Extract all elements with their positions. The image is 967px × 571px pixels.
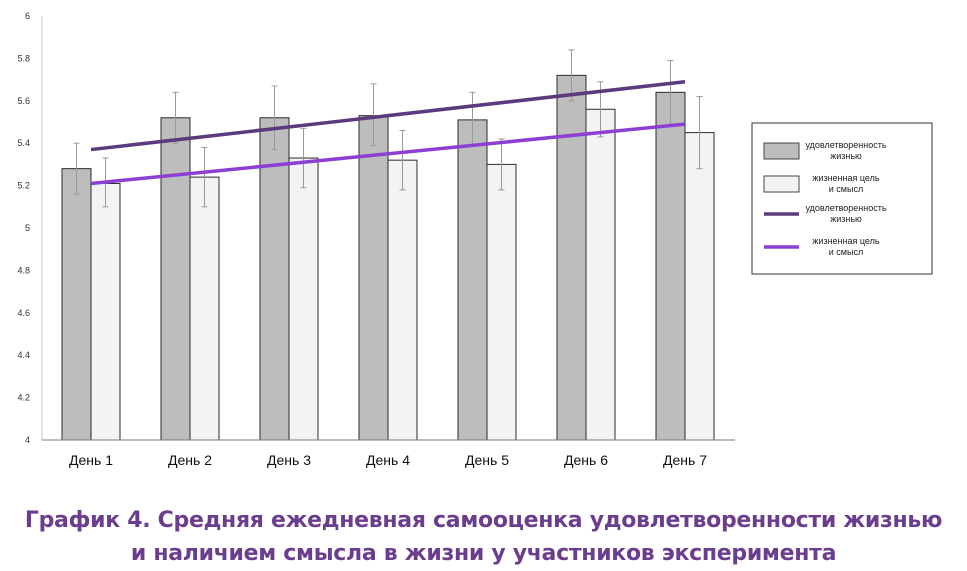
bar-satisfaction — [61, 168, 92, 441]
x-tick-label: День 2 — [168, 452, 212, 468]
legend-label: жизнью — [830, 151, 862, 161]
y-tick-label: 4.6 — [17, 308, 30, 318]
x-tick-label: День 1 — [69, 452, 113, 468]
bar-meaning — [90, 182, 121, 441]
bar-meaning — [486, 163, 517, 441]
legend-label: жизненная цель — [812, 236, 879, 246]
bar-satisfaction — [655, 91, 686, 441]
y-tick-label: 6 — [25, 11, 30, 21]
bar-meaning — [288, 157, 319, 441]
bar-satisfaction — [556, 74, 587, 441]
legend-label: и смысл — [829, 247, 863, 257]
x-tick-label: День 5 — [465, 452, 509, 468]
y-tick-label: 4.8 — [17, 265, 30, 275]
legend-label: удовлетворенность — [805, 140, 886, 150]
chart-caption-line-1: График 4. Средняя ежедневная самооценка … — [24, 508, 943, 533]
legend-label: и смысл — [829, 184, 863, 194]
chart-caption-line-2: и наличием смысла в жизни у участников э… — [130, 541, 837, 566]
y-tick-label: 5.8 — [17, 53, 30, 63]
x-tick-label: День 6 — [564, 452, 608, 468]
y-tick-label: 4 — [25, 435, 30, 445]
bar-satisfaction — [358, 115, 389, 441]
bar-meaning — [684, 132, 715, 441]
y-tick-label: 5.2 — [17, 181, 30, 191]
legend-swatch — [763, 142, 800, 160]
trendline-satisfaction — [90, 79, 686, 152]
x-tick-label: День 3 — [267, 452, 311, 468]
legend-label: жизненная цель — [812, 173, 879, 183]
legend-swatch — [763, 175, 800, 193]
bar-meaning — [387, 159, 418, 441]
bar-satisfaction — [457, 119, 488, 441]
y-tick-label: 4.2 — [17, 393, 30, 403]
bar-meaning — [585, 108, 616, 441]
y-tick-label: 5 — [25, 223, 30, 233]
bar-meaning — [189, 176, 220, 441]
legend-label: удовлетворенность — [805, 203, 886, 213]
y-tick-label: 5.4 — [17, 138, 30, 148]
bar-chart: 4 4.2 4.4 4.6 4.8 5 5.2 5.4 5.6 5.8 6 День 1 День 2 Д… — [17, 11, 933, 468]
y-tick-label: 4.4 — [17, 350, 30, 360]
bar-satisfaction — [160, 117, 191, 441]
x-tick-label: День 4 — [366, 452, 410, 468]
y-tick-label: 5.6 — [17, 96, 30, 106]
trendline-meaning — [90, 122, 686, 186]
legend-label: жизнью — [830, 214, 862, 224]
x-tick-label: День 7 — [663, 452, 707, 468]
